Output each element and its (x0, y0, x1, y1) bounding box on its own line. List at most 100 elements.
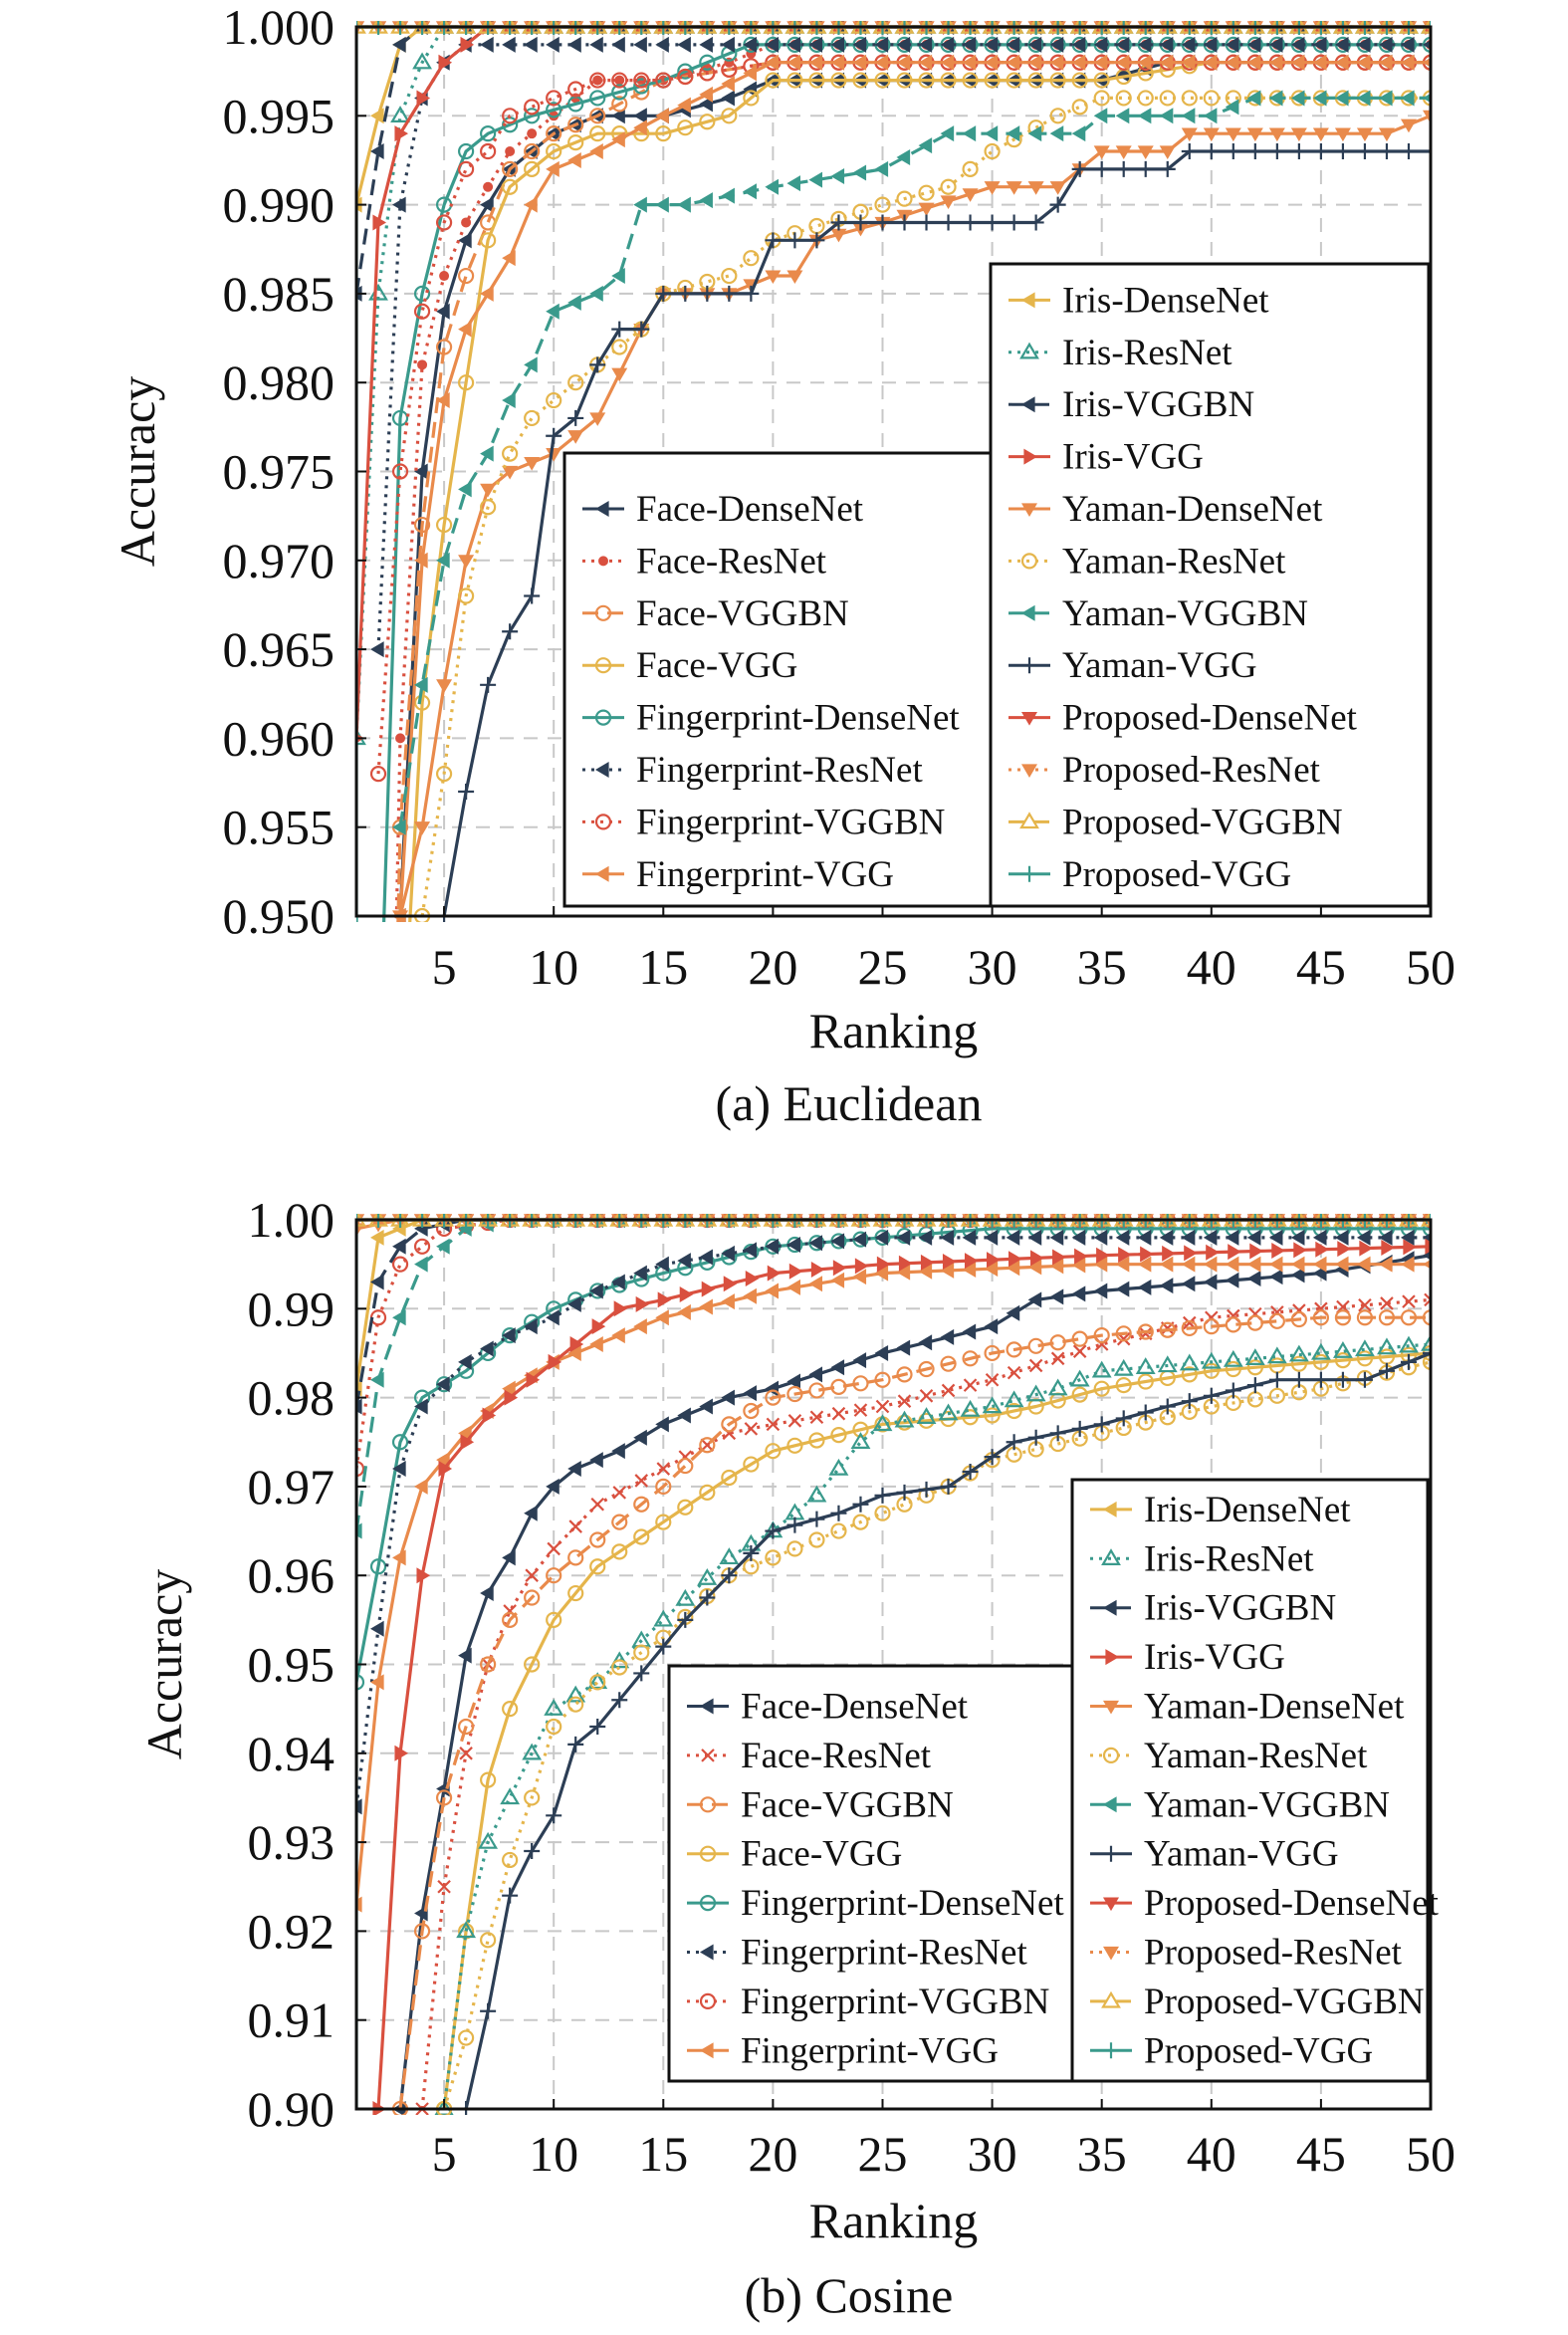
data-point (1378, 127, 1395, 142)
y-tick-label: 0.985 (223, 266, 336, 322)
data-point (546, 125, 562, 142)
x-tick-label: 10 (529, 2126, 578, 2182)
data-point (1049, 181, 1066, 195)
data-point (896, 1484, 913, 1501)
data-point (1271, 1242, 1285, 1259)
data-point (502, 250, 516, 267)
data-point (1049, 1425, 1066, 1442)
data-point (830, 1359, 845, 1376)
legend-label: Fingerprint-VGG (741, 2030, 999, 2071)
legend-marker (594, 657, 612, 674)
data-point (1140, 1246, 1154, 1263)
data-point (1203, 1362, 1220, 1379)
data-point (1050, 1351, 1065, 1366)
series-line-face-resnet (394, 43, 1431, 922)
data-point (655, 1514, 672, 1530)
legend-marker (1019, 812, 1039, 829)
legend-item: Yaman-DenseNet (1090, 1687, 1405, 1728)
data-point (786, 232, 803, 249)
data-point (940, 1229, 955, 1246)
data-point (1246, 90, 1261, 107)
data-point (524, 1318, 538, 1335)
legend-marker (699, 1992, 717, 2010)
data-point (611, 268, 625, 285)
data-point (589, 1336, 603, 1353)
data-point (786, 1517, 803, 1533)
y-tick-label: 0.99 (248, 1281, 336, 1336)
data-point (787, 1414, 802, 1428)
data-point (391, 1256, 409, 1273)
data-point (786, 1385, 803, 1403)
data-point (1423, 58, 1431, 68)
y-tick-label: 0.975 (223, 444, 336, 500)
data-point (765, 54, 779, 71)
data-point (1071, 99, 1088, 116)
data-point (1049, 196, 1066, 213)
data-point (962, 1262, 977, 1279)
data-point (1093, 160, 1110, 177)
data-point (962, 188, 979, 202)
data-point (699, 54, 716, 71)
data-point (786, 36, 801, 53)
data-point (721, 1293, 735, 1310)
data-point (505, 146, 516, 157)
data-point (1137, 90, 1154, 107)
data-point (435, 214, 453, 231)
legend-marker (1103, 1599, 1117, 1616)
data-point (458, 142, 475, 160)
legend-left: Face-DenseNet Face-ResNet Face-VGGBN Face-V… (667, 1664, 1074, 2083)
x-tick-label: 35 (1077, 2126, 1127, 2182)
data-point (1268, 54, 1283, 71)
data-point (1378, 90, 1393, 107)
y-tick-label: 0.94 (248, 1726, 336, 1781)
legend-marker (699, 1796, 717, 1813)
legend-label: Fingerprint-VGGBN (741, 1982, 1049, 2022)
data-point (677, 285, 694, 302)
data-point (784, 1503, 805, 1520)
legend-item: Fingerprint-ResNet (687, 1933, 1027, 1974)
legend-item: Iris-VGGBN (1008, 384, 1254, 425)
data-point (372, 214, 387, 231)
data-point (1203, 1256, 1218, 1273)
data-point (1423, 110, 1431, 124)
data-point (356, 1223, 364, 1237)
legend-label: Yaman-VGGBN (1144, 1784, 1390, 1825)
data-point (853, 1403, 868, 1417)
data-point (480, 285, 494, 302)
data-point (940, 54, 955, 71)
data-point (1290, 1267, 1305, 1284)
data-point (1378, 36, 1393, 53)
data-point (1290, 1355, 1307, 1372)
data-point (589, 143, 603, 160)
data-point (567, 1295, 581, 1312)
legend-marker (595, 762, 609, 778)
data-point (436, 392, 450, 409)
data-point (1008, 1251, 1022, 1268)
data-point (699, 36, 713, 53)
legend-marker (1021, 604, 1035, 621)
data-point (918, 1481, 935, 1498)
data-point (1246, 1359, 1263, 1376)
data-point (502, 1611, 519, 1628)
data-point (1356, 1256, 1371, 1273)
data-point (526, 1371, 541, 1388)
data-point (1159, 1321, 1176, 1338)
data-point (874, 1487, 891, 1504)
data-point (414, 1398, 428, 1415)
data-point (567, 374, 584, 391)
data-point (500, 1787, 521, 1805)
y-tick-label: 0.96 (248, 1547, 336, 1603)
legend-box (1070, 1478, 1430, 2083)
data-point (1071, 1257, 1086, 1274)
data-point (918, 54, 933, 71)
data-point (896, 1339, 911, 1356)
legend-label: Yaman-ResNet (1062, 541, 1286, 582)
data-point (985, 1372, 1000, 1387)
data-point (1334, 127, 1351, 142)
data-point (940, 178, 957, 195)
legend-item: Iris-ResNet (1090, 1538, 1314, 1579)
data-point (765, 1389, 782, 1406)
data-point (1049, 54, 1064, 71)
data-point (984, 125, 999, 142)
data-point (611, 1443, 625, 1460)
